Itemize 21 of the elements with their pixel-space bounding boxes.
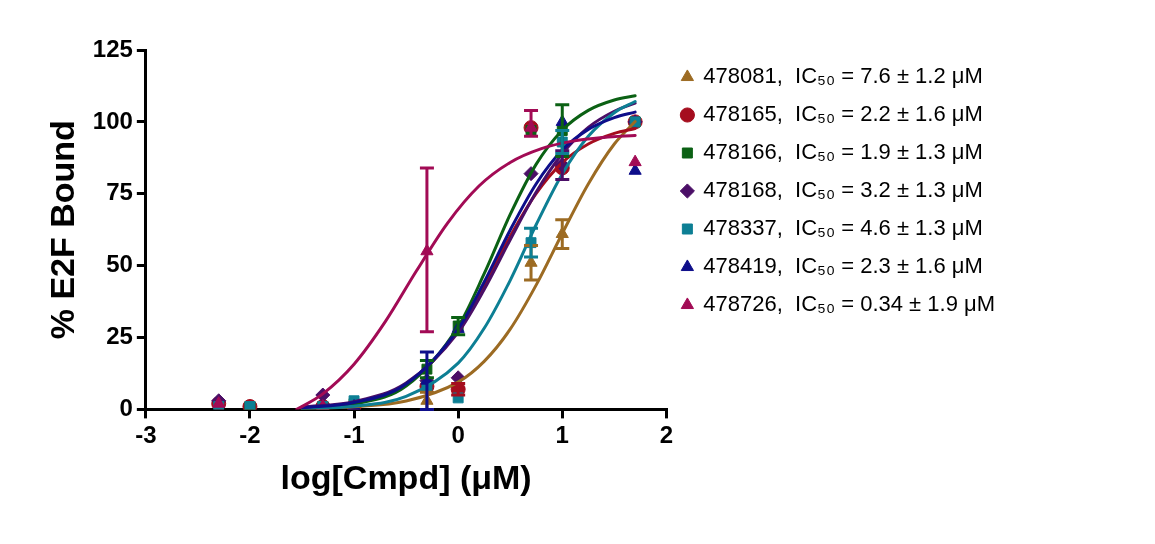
x-tick-label: 1 — [555, 421, 569, 449]
legend-label: 478419, IC₅₀ = 2.3 ± 1.6 μM — [703, 253, 983, 279]
y-tick-label: 125 — [92, 34, 133, 62]
legend-label: 478165, IC₅₀ = 2.2 ± 1.6 μM — [703, 101, 983, 127]
x-axis-title: log[Cmpd] (μM) — [280, 457, 532, 496]
x-tick-label: -2 — [239, 421, 261, 449]
x-tick-label: -3 — [135, 421, 157, 449]
legend-label: 478166, IC₅₀ = 1.9 ± 1.3 μM — [703, 139, 983, 165]
y-tick-label: 0 — [119, 394, 133, 422]
legend-label: 478337, IC₅₀ = 4.6 ± 1.3 μM — [703, 215, 983, 241]
y-tick-label: 25 — [106, 322, 133, 350]
x-tick-label: 2 — [659, 421, 674, 449]
y-tick-label: 100 — [92, 106, 133, 134]
y-tick-label: 50 — [106, 250, 133, 278]
x-tick-label: 0 — [451, 421, 465, 449]
y-axis-title: % E2F Bound — [42, 120, 81, 340]
legend-label: 478168, IC₅₀ = 3.2 ± 1.3 μM — [703, 177, 983, 203]
x-tick-label: -1 — [343, 421, 365, 449]
legend-label: 478081, IC₅₀ = 7.6 ± 1.2 μM — [703, 63, 983, 89]
y-tick-label: 75 — [106, 178, 133, 206]
legend-label: 478726, IC₅₀ = 0.34 ± 1.9 μM — [703, 291, 996, 317]
